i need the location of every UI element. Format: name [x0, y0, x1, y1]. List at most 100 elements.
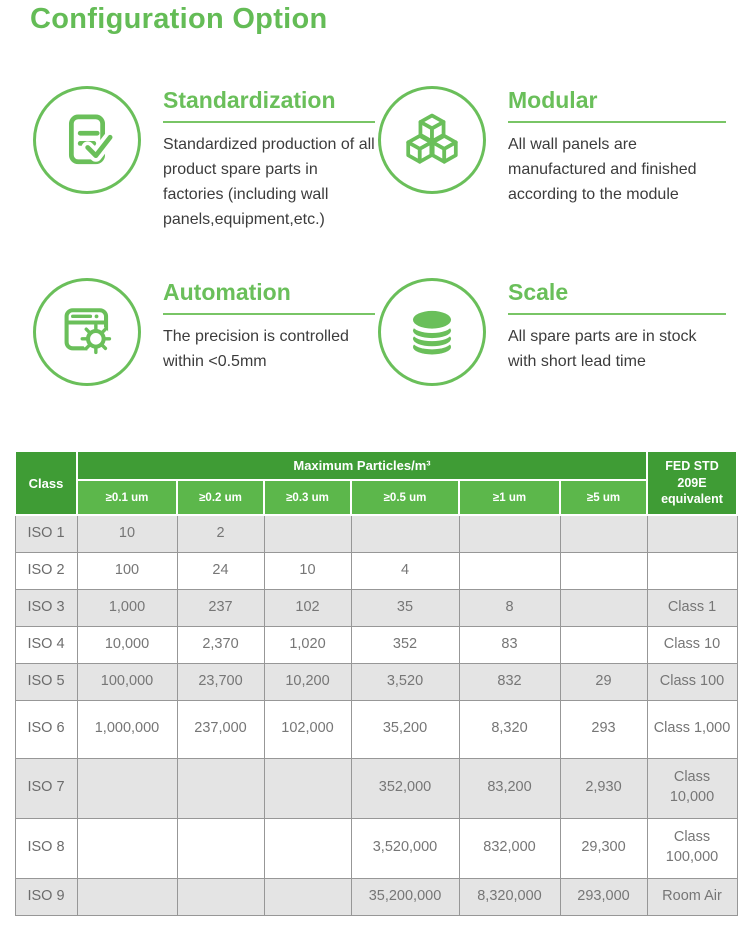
particle-value-cell: 832,000 — [458, 817, 561, 879]
feature-description: All wall panels are manufactured and fin… — [508, 136, 697, 203]
cubes-icon — [378, 86, 486, 194]
stack-icon — [378, 278, 486, 386]
feature-text: Scale All spare parts are in stock with … — [508, 278, 726, 374]
particle-value-cell: 35 — [350, 588, 460, 627]
max-particles-group-header: Maximum Particles/m³ — [76, 450, 648, 481]
class-cell: ISO 1 — [14, 514, 78, 553]
particle-value-cell — [176, 817, 265, 879]
particle-value-cell — [76, 757, 178, 819]
particle-size-header: ≥5 um — [559, 479, 648, 516]
particle-value-cell — [263, 514, 352, 553]
particle-value-cell: 83 — [458, 625, 561, 664]
fed-equivalent-cell: Class 10,000 — [646, 757, 738, 819]
particle-value-cell: 2 — [176, 514, 265, 553]
feature-automation: Automation The precision is controlled w… — [33, 278, 378, 386]
table-row: ISO 4 10,000 2,370 1,020 352 83 Class 10 — [14, 625, 738, 664]
fed-equivalent-cell: Class 10 — [646, 625, 738, 664]
feature-text: Automation The precision is controlled w… — [163, 278, 375, 374]
particle-value-cell — [76, 817, 178, 879]
particle-value-cell: 29,300 — [559, 817, 648, 879]
feature-text: Standardization Standardized production … — [163, 86, 375, 232]
particle-value-cell: 102 — [263, 588, 352, 627]
page-title: Configuration Option — [30, 3, 328, 35]
particle-value-cell: 1,000 — [76, 588, 178, 627]
particle-value-cell: 10 — [263, 551, 352, 590]
particle-value-cell: 102,000 — [263, 699, 352, 759]
feature-title: Modular — [508, 87, 726, 123]
table-row: ISO 8 3,520,000 832,000 29,300 Class 100,000 — [14, 817, 738, 879]
class-column-header: Class — [14, 450, 78, 516]
table-row: ISO 2 100 24 10 4 — [14, 551, 738, 590]
fed-equivalent-cell: Class 1,000 — [646, 699, 738, 759]
particle-value-cell — [458, 514, 561, 553]
particle-value-cell: 237,000 — [176, 699, 265, 759]
class-cell: ISO 5 — [14, 662, 78, 701]
particle-value-cell — [559, 514, 648, 553]
feature-text: Modular All wall panels are manufactured… — [508, 86, 726, 207]
particle-value-cell: 8,320,000 — [458, 877, 561, 916]
particle-value-cell: 23,700 — [176, 662, 265, 701]
feature-description: All spare parts are in stock with short … — [508, 328, 697, 370]
class-cell: ISO 9 — [14, 877, 78, 916]
fed-equivalent-cell: Class 1 — [646, 588, 738, 627]
features-grid: Standardization Standardized production … — [33, 86, 732, 386]
particle-value-cell: 100 — [76, 551, 178, 590]
particle-size-header: ≥1 um — [458, 479, 561, 516]
particle-value-cell: 29 — [559, 662, 648, 701]
document-check-icon — [33, 86, 141, 194]
class-cell: ISO 7 — [14, 757, 78, 819]
particle-value-cell: 35,200,000 — [350, 877, 460, 916]
class-cell: ISO 3 — [14, 588, 78, 627]
fed-std-column-header: FED STD 209E equivalent — [646, 450, 738, 516]
particle-value-cell: 293,000 — [559, 877, 648, 916]
class-cell: ISO 6 — [14, 699, 78, 759]
particle-value-cell: 1,000,000 — [76, 699, 178, 759]
particle-value-cell — [263, 757, 352, 819]
feature-description: Standardized production of all product s… — [163, 136, 375, 228]
particle-value-cell — [263, 877, 352, 916]
particle-value-cell: 8 — [458, 588, 561, 627]
table-row: ISO 5 100,000 23,700 10,200 3,520 832 29 Class … — [14, 662, 738, 701]
class-cell: ISO 8 — [14, 817, 78, 879]
window-gear-icon — [33, 278, 141, 386]
class-cell: ISO 4 — [14, 625, 78, 664]
particle-size-header: ≥0.2 um — [176, 479, 265, 516]
fed-equivalent-cell: Room Air — [646, 877, 738, 916]
feature-title: Automation — [163, 279, 375, 315]
fed-equivalent-cell — [646, 551, 738, 590]
particle-value-cell: 10 — [76, 514, 178, 553]
particle-value-cell — [559, 588, 648, 627]
cleanroom-class-table: Class Maximum Particles/m³ FED STD 209E … — [14, 450, 738, 916]
fed-equivalent-cell: Class 100 — [646, 662, 738, 701]
particle-value-cell: 237 — [176, 588, 265, 627]
particle-value-cell: 2,930 — [559, 757, 648, 819]
table-row: ISO 9 35,200,000 8,320,000 293,000 Room Air — [14, 877, 738, 916]
feature-scale: Scale All spare parts are in stock with … — [378, 278, 732, 386]
particle-value-cell — [263, 817, 352, 879]
table-row: ISO 3 1,000 237 102 35 8 Class 1 — [14, 588, 738, 627]
particle-size-header: ≥0.5 um — [350, 479, 460, 516]
feature-description: The precision is controlled within <0.5m… — [163, 328, 349, 370]
particle-value-cell: 4 — [350, 551, 460, 590]
particle-value-cell — [350, 514, 460, 553]
particle-value-cell — [458, 551, 561, 590]
particle-size-header: ≥0.1 um — [76, 479, 178, 516]
particle-value-cell — [176, 757, 265, 819]
particle-value-cell: 3,520,000 — [350, 817, 460, 879]
particle-value-cell: 2,370 — [176, 625, 265, 664]
particle-value-cell: 3,520 — [350, 662, 460, 701]
particle-value-cell: 35,200 — [350, 699, 460, 759]
fed-equivalent-cell: Class 100,000 — [646, 817, 738, 879]
feature-title: Scale — [508, 279, 726, 315]
particle-value-cell: 24 — [176, 551, 265, 590]
particle-size-header: ≥0.3 um — [263, 479, 352, 516]
particle-value-cell — [559, 551, 648, 590]
feature-title: Standardization — [163, 87, 375, 123]
particle-value-cell — [76, 877, 178, 916]
table-row: ISO 6 1,000,000 237,000 102,000 35,200 8,320 2… — [14, 699, 738, 759]
particle-value-cell: 10,200 — [263, 662, 352, 701]
particle-value-cell: 100,000 — [76, 662, 178, 701]
class-cell: ISO 2 — [14, 551, 78, 590]
table-row: ISO 1 10 2 — [14, 514, 738, 553]
table-body: ISO 1 10 2 ISO 2 100 24 10 4 ISO 3 1,000 237 102 35 8… — [14, 514, 738, 916]
